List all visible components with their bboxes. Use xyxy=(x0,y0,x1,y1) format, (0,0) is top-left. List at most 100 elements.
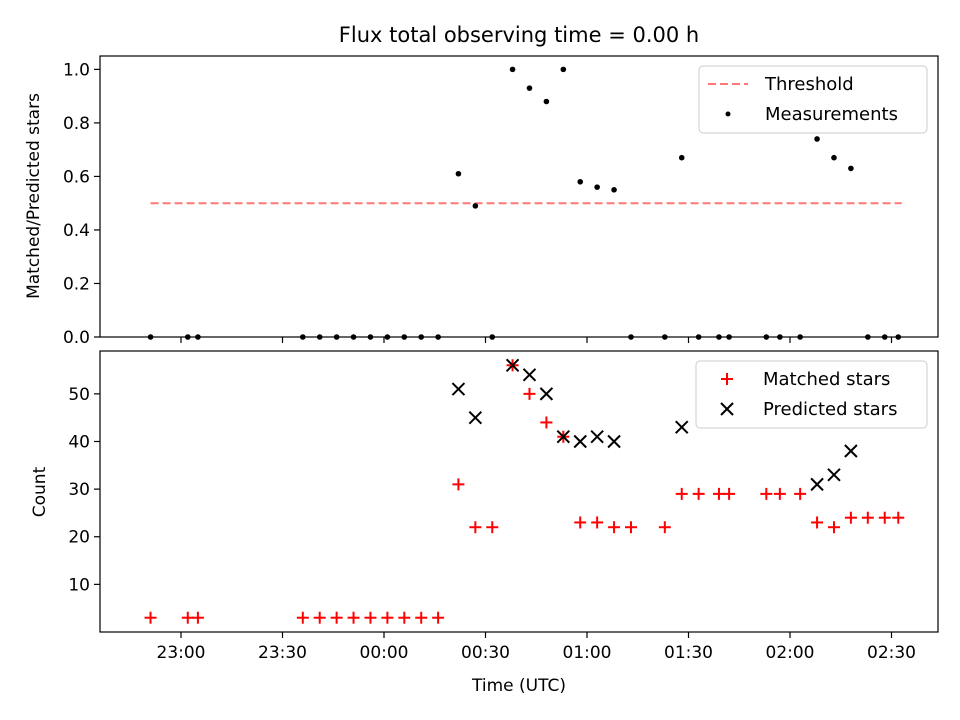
measurement-point xyxy=(848,165,854,172)
matched-stars-series xyxy=(144,359,905,624)
matched-star-point xyxy=(398,611,411,624)
predicted-stars-series xyxy=(451,358,858,492)
matched-star-point xyxy=(381,611,394,624)
matched-star-point xyxy=(692,487,705,500)
x-tick-label: 02:30 xyxy=(867,643,916,663)
ratio-panel: Flux total observing time = 0.00 h Match… xyxy=(24,23,939,348)
predicted-star-point xyxy=(827,468,841,482)
measurement-point xyxy=(831,154,837,161)
measurement-point xyxy=(814,136,820,142)
measurement-point xyxy=(678,154,685,161)
measurements-legend-swatch xyxy=(725,111,731,117)
measurement-point xyxy=(526,85,533,91)
predicted-legend-label: Predicted stars xyxy=(763,399,897,420)
matched-legend-swatch xyxy=(721,373,733,385)
predicted-star-point xyxy=(539,387,554,401)
bottom-y-tick-label: 40 xyxy=(68,432,90,452)
matched-star-point xyxy=(191,611,204,624)
predicted-star-point xyxy=(590,430,604,444)
matched-star-point xyxy=(313,611,326,624)
x-tick-label: 23:30 xyxy=(258,643,307,663)
bottom-y-tick-label: 50 xyxy=(68,385,90,405)
bottom-y-tick-label: 30 xyxy=(68,480,90,500)
matched-star-point xyxy=(469,521,482,534)
matched-star-point xyxy=(608,521,621,534)
measurement-point xyxy=(472,203,479,209)
matched-star-point xyxy=(811,516,824,529)
predicted-star-point xyxy=(556,430,571,444)
matched-star-point xyxy=(296,611,309,624)
matched-star-point xyxy=(624,521,637,534)
top-y-tick-label: 0.4 xyxy=(63,221,90,241)
top-legend: Threshold Measurements xyxy=(698,65,928,134)
matched-star-point xyxy=(432,611,445,624)
predicted-star-point xyxy=(468,410,483,425)
measurement-point xyxy=(455,170,462,177)
bottom-y-axis-label: Count xyxy=(30,466,50,517)
predicted-star-point xyxy=(675,420,689,434)
measurement-point xyxy=(611,187,617,193)
measurements-legend-label: Measurements xyxy=(765,104,898,125)
predicted-star-point xyxy=(844,444,858,458)
predicted-star-point xyxy=(451,382,466,396)
measurement-point xyxy=(543,98,550,105)
chart-title: Flux total observing time = 0.00 h xyxy=(339,23,699,47)
measurement-point xyxy=(560,66,567,73)
matched-star-point xyxy=(415,611,428,624)
x-tick-label: 00:00 xyxy=(360,643,409,663)
matched-star-point xyxy=(540,416,553,429)
measurement-point xyxy=(577,178,584,185)
bottom-legend-box xyxy=(695,360,928,429)
matched-star-point xyxy=(861,511,874,524)
top-legend-box xyxy=(698,65,928,134)
bottom-plot-frame xyxy=(99,350,939,633)
measurement-point xyxy=(594,184,600,190)
top-y-axis-label: Matched/Predicted stars xyxy=(24,93,44,299)
predicted-star-point xyxy=(810,477,824,492)
top-y-tick-label: 0.0 xyxy=(63,328,90,348)
bottom-legend: Matched stars Predicted stars xyxy=(695,360,928,429)
x-tick-label: 02:00 xyxy=(766,643,815,663)
matched-star-point xyxy=(878,511,891,524)
matched-star-point xyxy=(794,487,807,500)
top-y-ticks: 0.0 0.2 0.4 0.6 0.8 1.0 xyxy=(63,60,100,348)
bottom-y-ticks: 10 20 30 40 50 xyxy=(68,385,100,595)
bottom-x-ticks: 23:00 23:30 00:00 00:30 01:00 01:30 02:00 02:30 xyxy=(157,632,916,663)
matched-star-point xyxy=(574,516,587,529)
matched-star-point xyxy=(773,487,786,500)
matched-star-point xyxy=(144,611,157,624)
x-tick-label: 23:00 xyxy=(157,643,206,663)
top-y-tick-label: 0.2 xyxy=(63,274,90,294)
x-tick-label: 01:30 xyxy=(664,643,713,663)
predicted-star-point xyxy=(573,434,587,449)
matched-star-point xyxy=(844,511,857,524)
matched-star-point xyxy=(523,387,536,400)
matched-star-point xyxy=(892,511,905,524)
top-y-tick-label: 0.8 xyxy=(63,114,90,134)
x-tick-label: 01:00 xyxy=(563,643,612,663)
matched-star-point xyxy=(330,611,343,624)
matched-star-point xyxy=(452,478,465,491)
x-axis-label: Time (UTC) xyxy=(471,676,566,696)
matched-star-point xyxy=(712,487,725,500)
matched-star-point xyxy=(364,611,377,624)
matched-star-point xyxy=(760,487,773,500)
matched-star-point xyxy=(181,611,194,624)
matched-star-point xyxy=(675,487,688,500)
predicted-star-point xyxy=(607,434,621,449)
top-y-tick-label: 0.6 xyxy=(63,167,90,187)
bottom-y-tick-label: 20 xyxy=(68,528,90,548)
threshold-legend-label: Threshold xyxy=(764,74,854,95)
top-plot-frame xyxy=(99,55,939,338)
bottom-y-tick-label: 10 xyxy=(68,575,90,595)
predicted-star-point xyxy=(505,358,520,372)
matched-star-point xyxy=(486,521,499,534)
matched-star-point xyxy=(658,521,671,534)
matched-star-point xyxy=(591,516,604,529)
x-tick-label: 00:30 xyxy=(461,643,510,663)
top-y-tick-label: 1.0 xyxy=(63,60,90,80)
matched-star-point xyxy=(723,487,736,500)
measurement-point xyxy=(509,66,516,73)
matched-star-point xyxy=(347,611,360,624)
